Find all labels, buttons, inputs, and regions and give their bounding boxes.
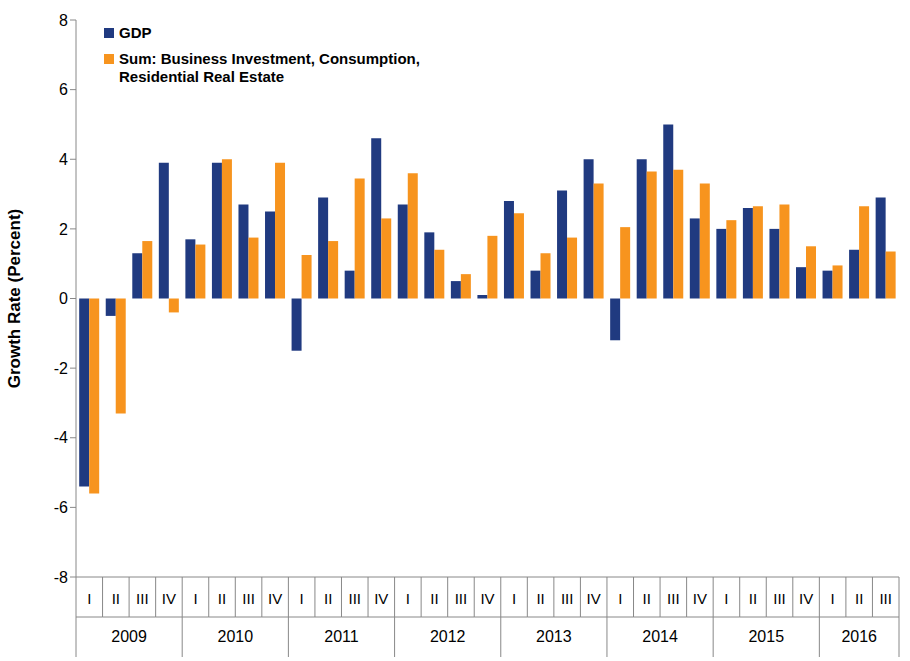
svg-text:IV: IV (799, 590, 813, 607)
svg-text:-6: -6 (54, 499, 68, 516)
svg-text:-8: -8 (54, 569, 68, 586)
svg-text:I: I (512, 590, 516, 607)
svg-text:I: I (406, 590, 410, 607)
svg-text:IV: IV (268, 590, 282, 607)
svg-text:2010: 2010 (217, 628, 253, 645)
svg-text:2013: 2013 (536, 628, 572, 645)
svg-text:II: II (430, 590, 438, 607)
svg-text:III: III (667, 590, 680, 607)
svg-text:-2: -2 (54, 360, 68, 377)
svg-text:I: I (831, 590, 835, 607)
svg-text:II: II (536, 590, 544, 607)
svg-text:0: 0 (59, 290, 68, 307)
svg-text:2: 2 (59, 221, 68, 238)
svg-text:II: II (218, 590, 226, 607)
svg-text:III: III (242, 590, 255, 607)
svg-text:I: I (724, 590, 728, 607)
svg-text:IV: IV (587, 590, 601, 607)
svg-text:8: 8 (59, 12, 68, 29)
svg-text:II: II (749, 590, 757, 607)
svg-text:III: III (455, 590, 468, 607)
svg-text:I: I (618, 590, 622, 607)
svg-text:III: III (773, 590, 786, 607)
svg-text:2014: 2014 (642, 628, 678, 645)
svg-text:IV: IV (374, 590, 388, 607)
svg-text:III: III (561, 590, 574, 607)
svg-text:IV: IV (162, 590, 176, 607)
svg-text:IV: IV (693, 590, 707, 607)
svg-text:I: I (87, 590, 91, 607)
svg-text:Growth Rate (Percent): Growth Rate (Percent) (8, 209, 24, 388)
svg-text:I: I (193, 590, 197, 607)
svg-text:III: III (349, 590, 362, 607)
svg-text:IV: IV (480, 590, 494, 607)
svg-text:2012: 2012 (430, 628, 466, 645)
svg-text:2011: 2011 (324, 628, 359, 645)
html-text:GDP: GDP (119, 24, 152, 41)
svg-text:I: I (300, 590, 304, 607)
svg-text:2015: 2015 (748, 628, 784, 645)
svg-text:-4: -4 (54, 429, 68, 446)
svg-text:III: III (879, 590, 892, 607)
svg-text:II: II (855, 590, 863, 607)
svg-text:II: II (324, 590, 332, 607)
svg-text:II: II (112, 590, 120, 607)
svg-text:II: II (643, 590, 651, 607)
svg-text:III: III (136, 590, 149, 607)
svg-text:4: 4 (59, 151, 68, 168)
svg-text:2009: 2009 (111, 628, 147, 645)
html-text:Sum: Business Investment, Cons: Sum: Business Investment, Consumption, R… (119, 50, 420, 85)
svg-text:2016: 2016 (841, 628, 877, 645)
svg-text:6: 6 (59, 81, 68, 98)
